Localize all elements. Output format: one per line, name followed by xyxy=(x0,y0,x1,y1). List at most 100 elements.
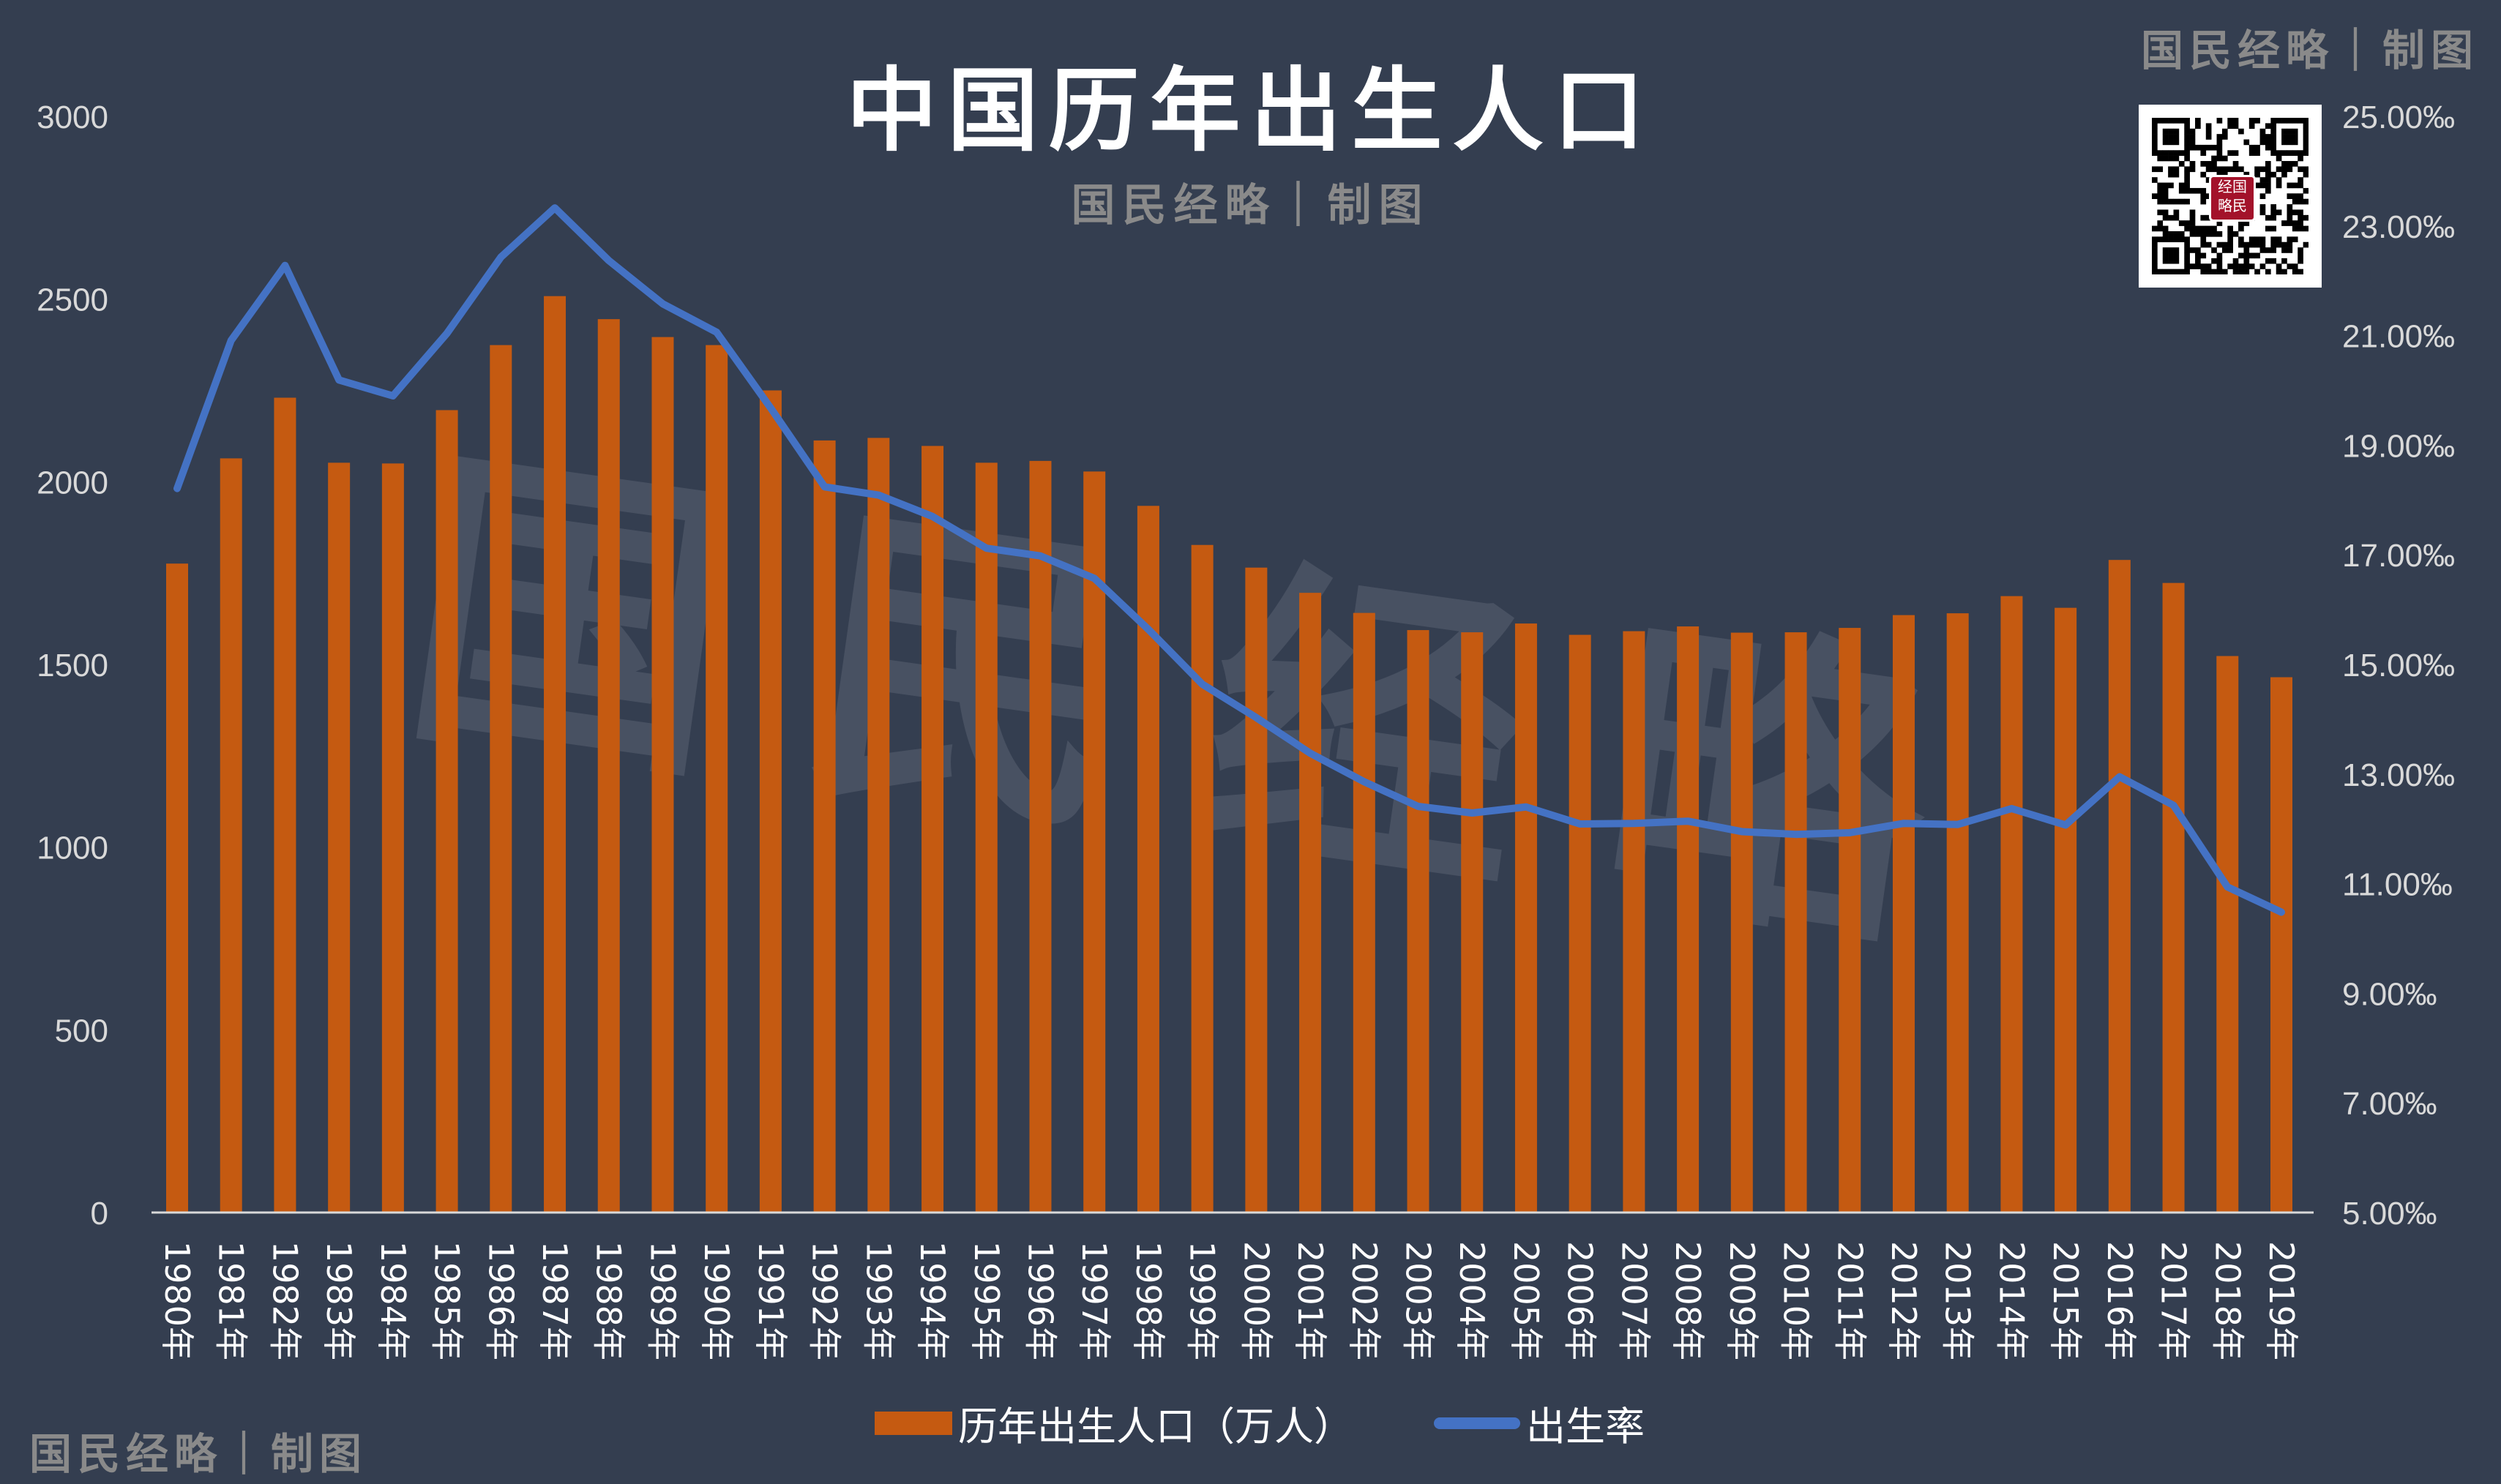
bar xyxy=(328,462,351,1213)
x-axis-tick-label: 1999年 xyxy=(1183,1241,1222,1360)
bar xyxy=(544,296,567,1213)
bar xyxy=(921,446,944,1213)
left-axis-tick-label: 2500 xyxy=(37,282,108,318)
x-axis-tick-label: 1982年 xyxy=(265,1241,304,1360)
bar xyxy=(1299,593,1322,1213)
right-axis-tick-label: 21.00‰ xyxy=(2342,319,2455,355)
right-axis-tick-label: 23.00‰ xyxy=(2342,209,2455,245)
chart-title: 中国历年出生人口 xyxy=(846,58,1655,164)
x-axis-tick-label: 2001年 xyxy=(1290,1241,1330,1360)
bar xyxy=(220,458,242,1213)
bar xyxy=(1245,567,1268,1213)
bar xyxy=(2216,656,2239,1213)
bar xyxy=(166,563,188,1213)
left-axis-tick-label: 3000 xyxy=(37,100,108,135)
bar xyxy=(597,319,620,1213)
x-axis-tick-label: 2005年 xyxy=(1506,1241,1546,1360)
x-axis-tick-label: 2019年 xyxy=(2262,1241,2301,1360)
bar xyxy=(381,463,404,1213)
bar xyxy=(1784,632,1807,1213)
right-axis-tick-label: 17.00‰ xyxy=(2342,538,2455,574)
x-axis-tick-label: 2015年 xyxy=(2046,1241,2085,1360)
bar xyxy=(1946,613,1969,1213)
x-axis-tick-label: 2002年 xyxy=(1345,1241,1384,1360)
qr-code: 经国 略民 xyxy=(2139,105,2322,288)
bar xyxy=(1137,506,1159,1213)
legend: 历年出生人口（万人） 出生率 xyxy=(875,1394,1645,1452)
left-axis-tick-label: 1000 xyxy=(37,831,108,866)
right-axis-tick-label: 11.00‰ xyxy=(2342,867,2453,903)
x-axis-tick-label: 1997年 xyxy=(1074,1241,1114,1360)
birth-rate-line xyxy=(173,204,2285,916)
bar xyxy=(2270,677,2292,1213)
bar xyxy=(2162,582,2185,1213)
bar xyxy=(1514,623,1537,1213)
right-axis-tick-label: 5.00‰ xyxy=(2342,1196,2437,1232)
bar xyxy=(813,440,836,1213)
x-axis-tick-label: 2012年 xyxy=(1884,1241,1924,1360)
right-axis-tick-label: 7.00‰ xyxy=(2342,1086,2437,1122)
x-axis-tick-label: 1985年 xyxy=(427,1241,467,1360)
left-axis-tick-label: 0 xyxy=(91,1196,108,1232)
bar xyxy=(759,390,782,1213)
x-axis-tick-label: 2009年 xyxy=(1722,1241,1762,1360)
x-axis-tick-label: 2014年 xyxy=(1992,1241,2031,1360)
bar xyxy=(1892,615,1915,1213)
x-axis-tick-label: 1988年 xyxy=(589,1241,629,1360)
left-axis-tick-label: 2000 xyxy=(37,465,108,501)
x-axis-tick-label: 1996年 xyxy=(1020,1241,1060,1360)
bar xyxy=(2055,607,2077,1213)
bar xyxy=(1569,634,1591,1213)
x-axis-tick-label: 2004年 xyxy=(1452,1241,1492,1360)
qr-seal-logo: 经国 略民 xyxy=(2209,175,2256,222)
legend-bar-swatch xyxy=(875,1411,952,1435)
bar xyxy=(1353,612,1375,1213)
x-axis-tick-label: 2016年 xyxy=(2100,1241,2139,1360)
bar xyxy=(274,397,296,1213)
corner-credit: 国民经略｜制图 xyxy=(2140,26,2479,75)
bar xyxy=(1461,632,1484,1213)
right-axis-tick-label: 25.00‰ xyxy=(2342,100,2455,135)
bar xyxy=(975,462,998,1213)
x-axis-tick-label: 1990年 xyxy=(697,1241,736,1360)
left-axis-tick-label: 1500 xyxy=(37,648,108,683)
x-axis-tick-label: 1981年 xyxy=(212,1241,251,1360)
legend-bar-label: 历年出生人口（万人） xyxy=(958,1404,1353,1450)
legend-line-swatch xyxy=(1434,1417,1520,1429)
x-axis-tick-label: 2013年 xyxy=(1938,1241,1978,1360)
legend-line-label: 出生率 xyxy=(1526,1404,1645,1450)
x-axis-tick-label: 2006年 xyxy=(1560,1241,1600,1360)
right-axis-tick-label: 19.00‰ xyxy=(2342,428,2455,464)
x-axis-tick-label: 1993年 xyxy=(859,1241,898,1360)
x-axis-tick-label: 1987年 xyxy=(535,1241,575,1360)
x-axis-tick-label: 2017年 xyxy=(2154,1241,2194,1360)
x-axis-tick-label: 2003年 xyxy=(1399,1241,1438,1360)
bar xyxy=(435,410,458,1213)
bar xyxy=(706,345,728,1213)
bottom-credit: 国民经略｜制图 xyxy=(29,1429,368,1479)
x-axis-tick-label: 1989年 xyxy=(643,1241,682,1360)
bar xyxy=(2108,560,2131,1213)
subtitle-credit: 国民经略｜制图 xyxy=(1071,180,1430,231)
x-axis-tick-label: 1991年 xyxy=(751,1241,790,1360)
x-axis-tick-label: 1998年 xyxy=(1129,1241,1168,1360)
left-axis-tick-label: 500 xyxy=(55,1013,108,1049)
right-axis-tick-label: 13.00‰ xyxy=(2342,757,2455,793)
bar xyxy=(651,337,674,1213)
bar xyxy=(490,345,512,1213)
right-axis-tick-label: 15.00‰ xyxy=(2342,648,2455,683)
bar xyxy=(1623,631,1645,1213)
x-axis-tick-label: 1980年 xyxy=(157,1241,197,1360)
bar xyxy=(1839,628,1861,1213)
x-axis-tick-label: 2018年 xyxy=(2207,1241,2247,1360)
x-axis-tick-label: 2000年 xyxy=(1236,1241,1276,1360)
x-axis-tick-label: 1992年 xyxy=(805,1241,845,1360)
x-axis-tick-label: 2007年 xyxy=(1614,1241,1653,1360)
x-axis-tick-label: 2010年 xyxy=(1776,1241,1816,1360)
x-axis-tick-label: 1983年 xyxy=(319,1241,359,1360)
bar xyxy=(867,438,890,1213)
bar xyxy=(2000,596,2023,1213)
x-axis-tick-label: 1984年 xyxy=(373,1241,413,1360)
bar xyxy=(1083,471,1106,1213)
